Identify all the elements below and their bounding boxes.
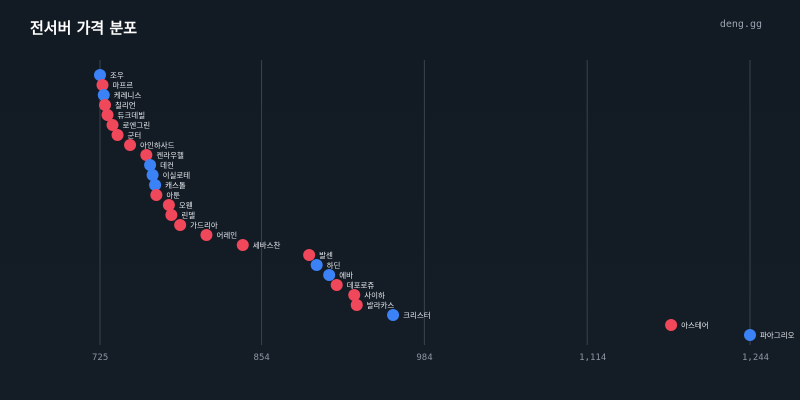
point-label: 켄라우헬	[156, 150, 184, 160]
data-point[interactable]	[149, 179, 162, 191]
data-point[interactable]	[99, 99, 112, 111]
data-point[interactable]	[174, 219, 187, 231]
x-tick-label: 854	[254, 353, 270, 363]
point-label: 에바	[339, 270, 353, 280]
point-label: 조우	[110, 71, 124, 80]
point-label: 아툰	[166, 190, 180, 200]
point-label: 사이하	[364, 290, 385, 300]
point-label: 크리스터	[403, 311, 431, 320]
point-label: 데컨	[160, 160, 174, 170]
data-point[interactable]	[165, 209, 178, 221]
data-point[interactable]	[387, 309, 400, 321]
point-label: 아스테어	[681, 320, 709, 330]
point-label: 로엔그린	[123, 120, 151, 130]
point-label: 발라카스	[367, 301, 395, 310]
x-tick-label: 1,244	[742, 353, 769, 363]
data-point[interactable]	[111, 129, 124, 141]
data-point[interactable]	[744, 329, 756, 341]
data-point[interactable]	[665, 319, 678, 331]
data-point[interactable]	[200, 229, 213, 241]
point-label: 군터	[128, 131, 142, 140]
data-point[interactable]	[97, 89, 110, 101]
data-point[interactable]	[146, 169, 159, 181]
point-label: 이실로테	[163, 170, 191, 180]
point-label: 세바스찬	[253, 240, 281, 250]
data-point[interactable]	[350, 299, 363, 311]
data-points	[94, 69, 756, 341]
data-point[interactable]	[140, 149, 153, 161]
point-labels: 조우마프르케레니스칠리언듀크데빌로엔그린군터아인하사드켄라우헬데컨이실로테캐스톨…	[110, 71, 795, 340]
point-label: 하딘	[327, 260, 341, 270]
data-point[interactable]	[236, 239, 249, 251]
x-tick-label: 1,114	[579, 353, 606, 363]
point-label: 케레니스	[114, 91, 142, 100]
gridlines	[99, 60, 751, 345]
data-point[interactable]	[124, 139, 137, 151]
data-point[interactable]	[330, 279, 343, 291]
point-label: 가드리아	[190, 220, 218, 230]
data-point[interactable]	[303, 249, 316, 261]
x-axis-ticks: 725 854 984 1,114 1,244	[92, 353, 769, 363]
x-tick-label: 984	[416, 353, 432, 363]
data-point[interactable]	[106, 119, 119, 131]
point-label: 아인하사드	[140, 140, 175, 150]
point-label: 캐스톨	[165, 181, 186, 190]
chart-title: 전서버 가격 분포	[30, 19, 138, 37]
brand-label: deng.gg	[719, 19, 762, 30]
data-point[interactable]	[101, 109, 114, 121]
data-point[interactable]	[96, 79, 109, 91]
data-point[interactable]	[323, 269, 336, 281]
data-point[interactable]	[144, 159, 157, 171]
data-point[interactable]	[310, 259, 323, 271]
x-tick-label: 725	[92, 353, 108, 363]
data-point[interactable]	[150, 189, 163, 201]
point-label: 칠리언	[115, 100, 136, 110]
point-label: 어레인	[216, 230, 237, 240]
point-label: 발센	[319, 250, 333, 260]
point-label: 린델	[181, 210, 195, 220]
data-point[interactable]	[348, 289, 361, 301]
point-label: 오웬	[179, 201, 193, 210]
data-point[interactable]	[162, 199, 175, 211]
point-label: 듀크데빌	[118, 111, 146, 120]
point-label: 데포로쥬	[347, 281, 375, 290]
point-label: 파아그리오	[760, 330, 795, 340]
data-point[interactable]	[94, 69, 106, 81]
point-label: 마프르	[113, 81, 134, 90]
